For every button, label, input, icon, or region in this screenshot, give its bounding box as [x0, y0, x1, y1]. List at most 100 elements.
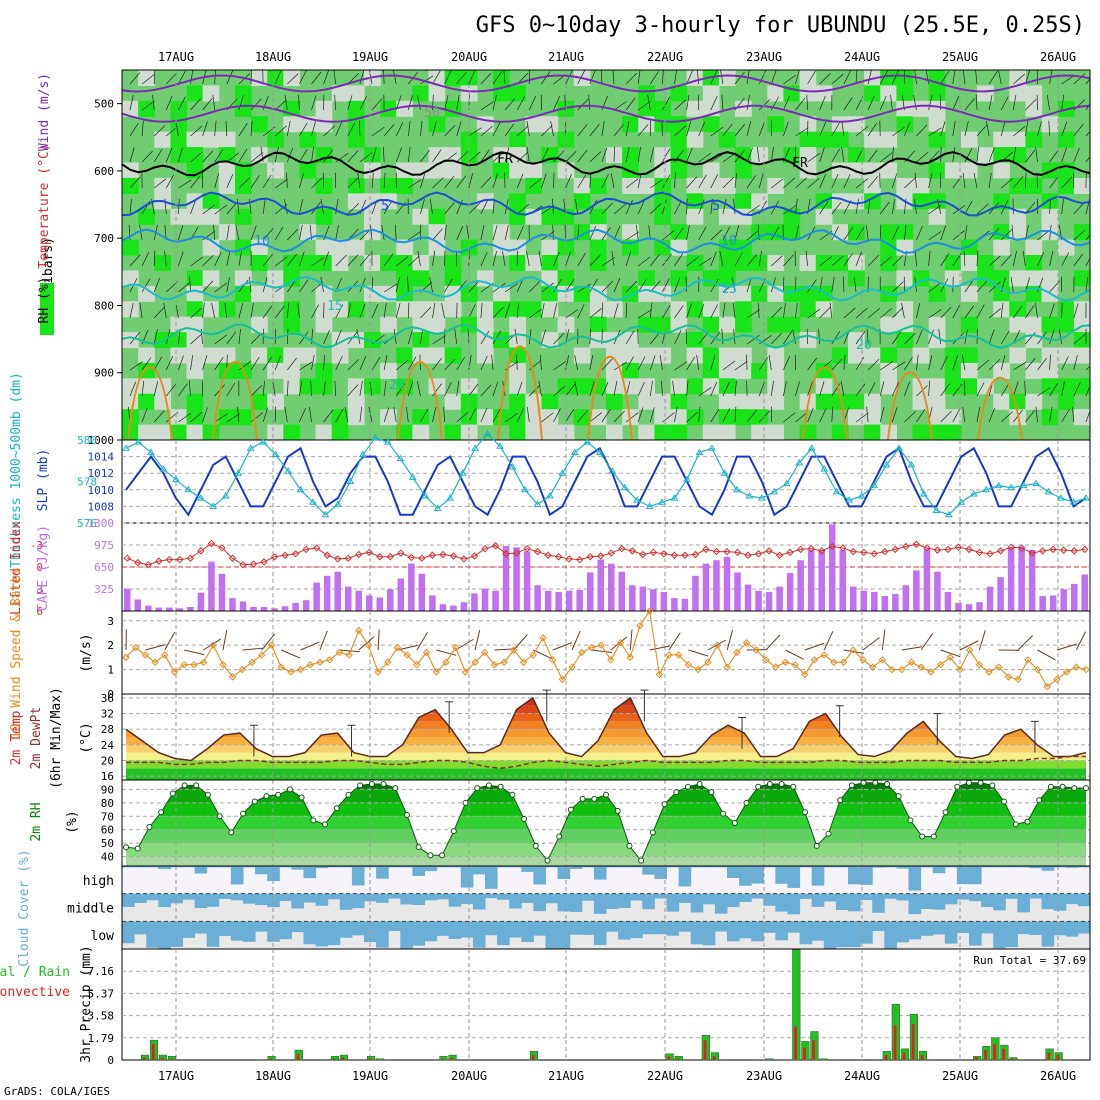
- rh-cell: [718, 316, 736, 333]
- wind-barb-10m: [881, 629, 886, 651]
- rh-cell: [928, 162, 946, 179]
- wind-barb-10m: [513, 634, 528, 651]
- wind-barb: [807, 407, 814, 423]
- wind-barb: [538, 250, 542, 267]
- wind-barb: [504, 98, 516, 111]
- cloud-bar: [1041, 866, 1055, 871]
- cloud-row-label-high: high: [83, 874, 114, 889]
- wind-barb: [807, 70, 816, 85]
- wind-barb: [649, 355, 656, 371]
- wind-barb: [153, 125, 166, 137]
- li-tick-label: -3: [30, 539, 43, 552]
- wind-speed-point: [985, 668, 993, 676]
- wind-barb: [589, 278, 598, 293]
- rh-cell: [718, 208, 736, 225]
- wind-barb: [891, 70, 899, 85]
- wind-barb: [925, 70, 929, 85]
- cloud-bar: [376, 893, 389, 903]
- wind-barb: [867, 359, 880, 371]
- thickness-point: [982, 485, 991, 493]
- dewpoint-line: [126, 755, 1086, 770]
- rh-cell: [202, 85, 220, 102]
- wind-barb: [674, 200, 682, 215]
- rh-cell: [138, 424, 155, 440]
- wind-barb: [831, 330, 841, 345]
- cloud-bar: [835, 893, 849, 911]
- cloud-bar: [1005, 866, 1018, 868]
- wind-barb: [674, 253, 684, 267]
- wind-barb: [988, 308, 1002, 319]
- cloud-bar: [581, 921, 595, 935]
- wind-barb: [686, 121, 692, 137]
- cape-bar: [155, 607, 163, 611]
- wind-barb: [988, 329, 995, 345]
- wind-barb: [359, 355, 367, 371]
- wind-barb: [492, 330, 502, 345]
- rh-cell: [783, 285, 801, 302]
- wind-barb: [262, 198, 266, 215]
- wind-barb: [417, 380, 421, 397]
- wind-barb: [286, 302, 290, 319]
- wind-barb: [698, 94, 700, 111]
- rh-cell: [799, 424, 817, 440]
- rh-cell: [444, 255, 462, 272]
- rh-cell: [928, 378, 946, 395]
- wind-barb: [940, 225, 946, 241]
- cape-bar: [429, 595, 436, 611]
- rh-cell: [718, 270, 736, 287]
- cloud-bar: [690, 921, 704, 945]
- cloud-bar: [472, 866, 486, 875]
- cloud-bar: [485, 921, 498, 936]
- wind-barb: [613, 101, 627, 111]
- cape-bar: [818, 550, 825, 611]
- wind-barb: [468, 408, 476, 423]
- date-label-bottom: 26AUG: [1040, 1069, 1076, 1083]
- wind-barb-10m: [707, 639, 727, 651]
- wind-barb: [613, 410, 625, 423]
- wind-barb: [746, 277, 752, 293]
- rh-cell: [767, 362, 785, 379]
- wind-barb: [904, 121, 911, 137]
- rh-point: [965, 779, 972, 786]
- cape-bar: [376, 597, 384, 611]
- cloud-bar: [485, 893, 498, 899]
- wind-barb: [153, 381, 159, 397]
- wind-barb: [492, 71, 503, 85]
- li-point: [123, 554, 131, 562]
- rh-cell: [186, 131, 204, 148]
- rh-cell: [251, 347, 268, 364]
- rh-cell: [154, 332, 171, 349]
- legend-temperature-label: Temperature (°C): [37, 143, 52, 268]
- li-point: [712, 547, 721, 556]
- rh-cell: [670, 393, 688, 410]
- li-point: [618, 544, 626, 553]
- wind-barb: [722, 382, 730, 397]
- warm-contour: [397, 360, 443, 440]
- wind-barb: [274, 226, 284, 241]
- cape-bar: [123, 588, 131, 611]
- thickness-point: [346, 477, 355, 484]
- wind-barb: [625, 251, 632, 267]
- wind-speed-point: [422, 648, 431, 657]
- cape-bar: [176, 608, 184, 611]
- rh-cell: [1041, 116, 1059, 133]
- rh-cell: [735, 193, 752, 210]
- wind-barb: [541, 329, 546, 345]
- wind-barb: [1013, 126, 1026, 137]
- date-label-top: 21AUG: [548, 50, 584, 64]
- wind-barb: [1000, 229, 1013, 241]
- rh-cell: [525, 177, 543, 194]
- li-point: [523, 544, 531, 553]
- wind-barb: [359, 96, 367, 111]
- cloud-bar: [460, 921, 474, 938]
- wind-barb: [1073, 123, 1084, 137]
- wind-barb: [516, 381, 523, 397]
- cape-bar: [1081, 574, 1089, 611]
- wind-barb: [165, 356, 174, 371]
- wind-barb: [444, 358, 456, 371]
- rh-cell: [606, 393, 623, 410]
- wind-barb: [928, 231, 942, 241]
- rh-point: [1083, 785, 1089, 792]
- wind-barb: [879, 224, 882, 241]
- wind-barb: [480, 384, 492, 397]
